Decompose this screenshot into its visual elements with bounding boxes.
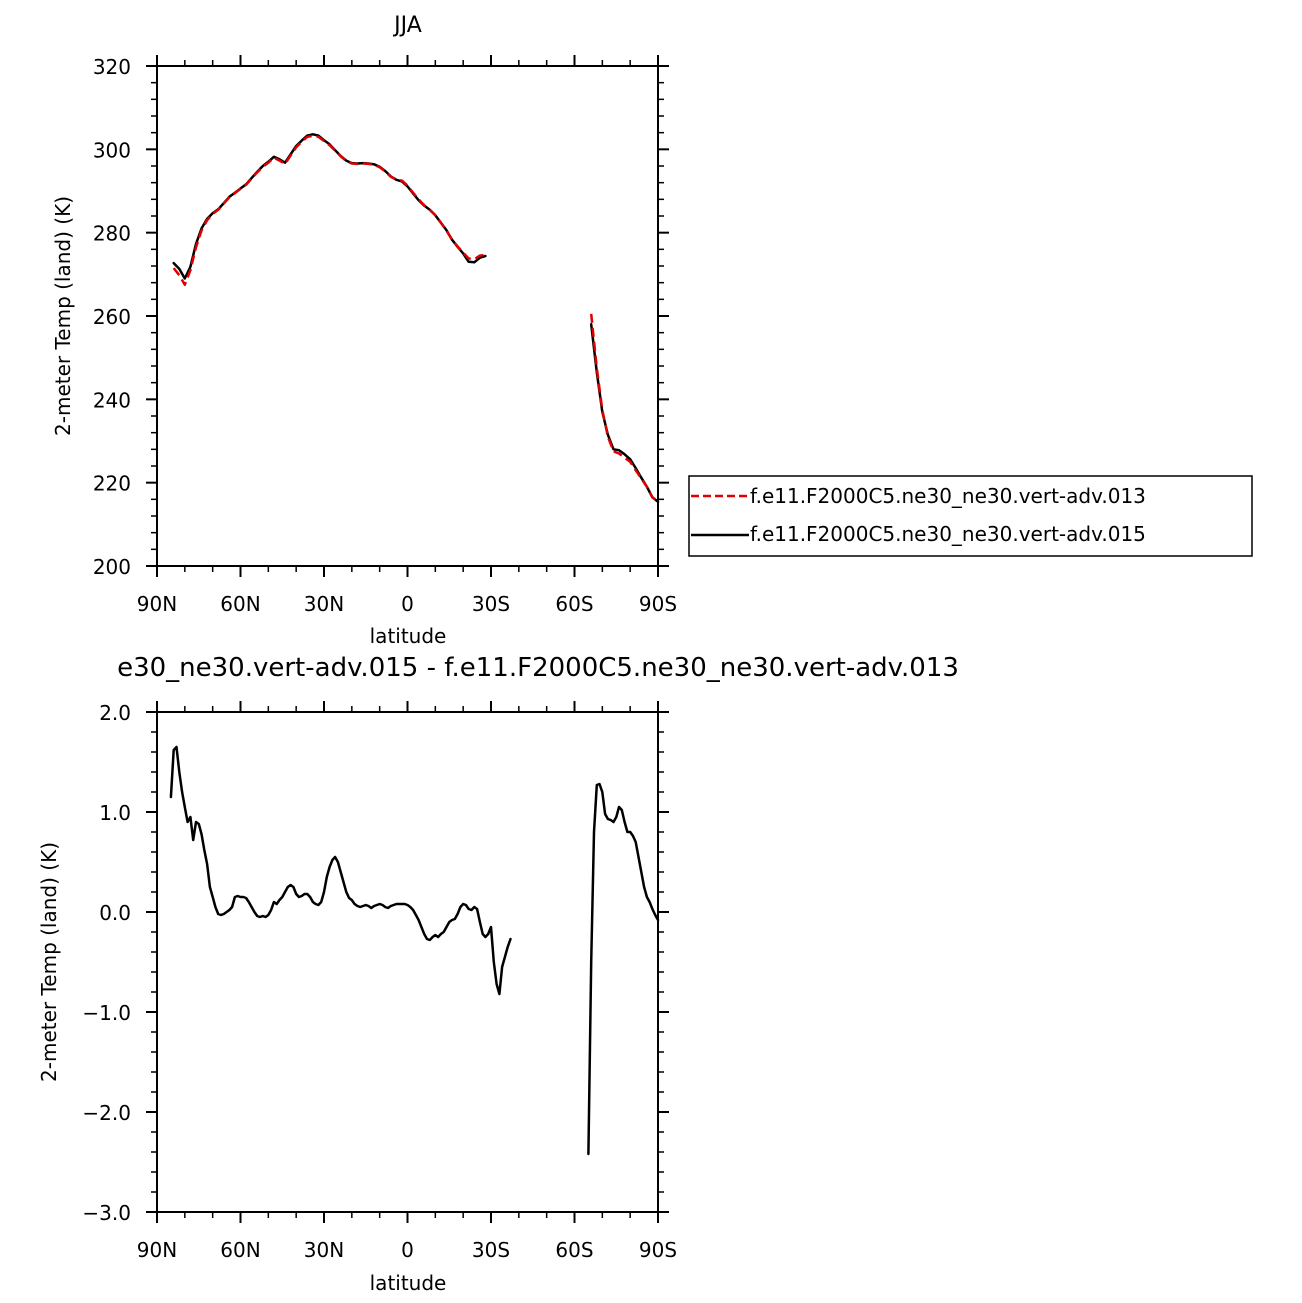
top-panel-legend: f.e11.F2000C5.ne30_ne30.vert-adv.013 f.e… — [688, 475, 1253, 557]
y-tick-label: −3.0 — [82, 1201, 131, 1225]
x-tick-label: 30N — [304, 592, 344, 616]
y-tick-label: 1.0 — [99, 801, 131, 825]
series-0-line-segment-1 — [589, 313, 659, 503]
bottom-panel-series — [169, 745, 660, 1156]
x-tick-label: 90N — [137, 1238, 177, 1262]
series-0-line-segment-1 — [587, 782, 660, 1156]
x-tick-label: 90N — [137, 592, 177, 616]
series-0-line-segment-0 — [172, 134, 486, 287]
y-tick-label: 220 — [93, 472, 131, 496]
x-tick-label: 60N — [220, 1238, 260, 1262]
bottom-panel-y-axis-label: 2-meter Temp (land) (K) — [37, 842, 61, 1082]
y-tick-label: 320 — [93, 55, 131, 79]
x-tick-label: 30N — [304, 1238, 344, 1262]
bottom-panel-x-axis-label: latitude — [370, 1271, 447, 1295]
bottom-panel: e30_ne30.vert-adv.015 - f.e11.F2000C5.ne… — [37, 653, 959, 1295]
y-tick-label: 240 — [93, 388, 131, 412]
x-tick-label: 0 — [401, 592, 414, 616]
top-panel-title: JJA — [392, 13, 422, 38]
legend-label-1: f.e11.F2000C5.ne30_ne30.vert-adv.015 — [750, 522, 1146, 546]
legend-box — [688, 475, 1253, 557]
y-tick-label: −1.0 — [82, 1001, 131, 1025]
y-tick-label: 260 — [93, 305, 131, 329]
x-tick-label: 60S — [555, 1238, 593, 1262]
x-tick-label: 90S — [639, 592, 677, 616]
series-0-line-segment-0 — [169, 745, 512, 996]
x-tick-label: 0 — [401, 1238, 414, 1262]
top-panel: JJA 200 220 240 260 280 300 320 90N 60N 30N 0 30S 60… — [51, 13, 1253, 648]
x-tick-label: 60N — [220, 592, 260, 616]
bottom-panel-ticks: −3.0 −2.0 −1.0 0.0 1.0 2.0 90N 60N 30N 0 30S 60S 90S — [82, 701, 677, 1262]
top-panel-series — [172, 133, 660, 504]
y-tick-label: −2.0 — [82, 1101, 131, 1125]
x-tick-label: 90S — [639, 1238, 677, 1262]
y-tick-label: 2.0 — [99, 701, 131, 725]
bottom-panel-title: e30_ne30.vert-adv.015 - f.e11.F2000C5.ne… — [117, 653, 959, 683]
x-tick-label: 30S — [472, 592, 510, 616]
top-panel-plot-frame — [156, 65, 659, 567]
bottom-panel-plot-frame — [156, 711, 659, 1213]
top-panel-ticks: 200 220 240 260 280 300 320 90N 60N 30N 0 30S 60S 90S — [93, 55, 677, 616]
y-tick-label: 300 — [93, 138, 131, 162]
top-panel-x-axis-label: latitude — [370, 624, 447, 648]
x-tick-label: 30S — [472, 1238, 510, 1262]
legend-label-0: f.e11.F2000C5.ne30_ne30.vert-adv.013 — [750, 484, 1146, 508]
x-tick-label: 60S — [555, 592, 593, 616]
y-tick-label: 200 — [93, 555, 131, 579]
y-tick-label: 0.0 — [99, 901, 131, 925]
series-1-line-segment-1 — [589, 323, 660, 504]
series-1-line-segment-0 — [172, 133, 487, 280]
y-tick-label: 280 — [93, 222, 131, 246]
top-panel-y-axis-label: 2-meter Temp (land) (K) — [51, 196, 75, 436]
